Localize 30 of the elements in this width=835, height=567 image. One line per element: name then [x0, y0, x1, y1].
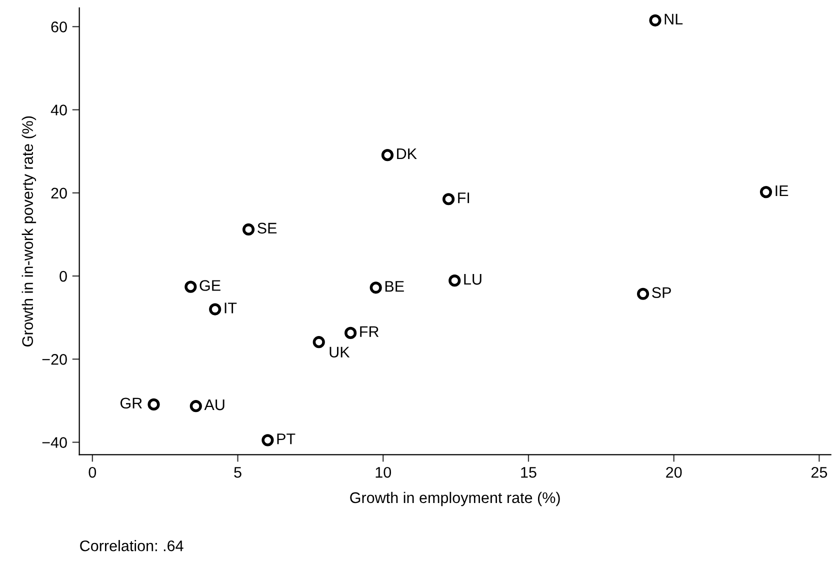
y-tick-label: 40 — [50, 104, 67, 116]
x-tick-label: 5 — [234, 467, 242, 478]
annotation: IE — [776, 186, 788, 196]
x-axis-title: Growth in employment rate (%) — [350, 492, 560, 506]
x-tick-label: 0 — [88, 466, 96, 478]
annotation: SP — [652, 287, 671, 298]
x-tick-label: 20 — [666, 466, 682, 478]
annotation: GE — [200, 280, 220, 291]
y-axis-title: Growth in in-work poverty rate (%) — [22, 116, 36, 346]
annotation: FR — [360, 326, 379, 337]
y-tick-label: 20 — [51, 188, 67, 199]
annotation: AU — [204, 400, 224, 410]
x-tick-label: 15 — [521, 467, 536, 478]
x-tick-label: 10 — [376, 466, 392, 478]
y-tick-label: 60 — [51, 22, 67, 32]
y-tick-label: −20 — [42, 354, 67, 365]
annotation: SE — [258, 222, 277, 234]
y-tick-label: 0 — [60, 270, 67, 282]
annotation: PT — [277, 434, 296, 444]
annotation: NL — [664, 14, 683, 24]
y-tick-label: −40 — [42, 437, 67, 448]
annotation: FI — [458, 192, 470, 204]
annotation: LU — [464, 274, 482, 285]
annotation: UK — [330, 346, 350, 358]
annotation: GR — [120, 398, 142, 409]
annotation: IT — [224, 302, 237, 314]
annotation: DK — [397, 148, 417, 160]
x-tick-label: 25 — [811, 466, 828, 478]
annotation: BE — [385, 281, 404, 292]
text: Correlation: .64 — [80, 540, 184, 552]
